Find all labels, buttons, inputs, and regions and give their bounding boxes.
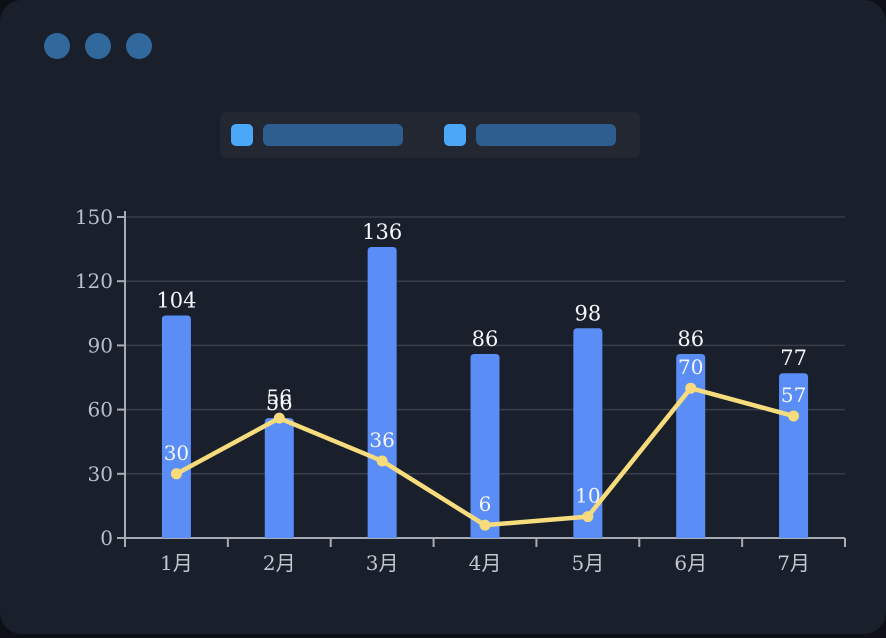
line-value-label: 6	[479, 492, 492, 516]
window-dot-icon[interactable]	[85, 33, 111, 59]
line-value-label: 57	[781, 383, 806, 407]
bar-3月	[367, 246, 397, 538]
line-value-label: 10	[575, 484, 600, 508]
y-axis-label: 60	[88, 398, 113, 422]
x-axis-category-label: 4月	[469, 551, 502, 575]
line-value-label: 56	[267, 385, 292, 409]
y-axis-label: 0	[100, 526, 113, 550]
bar-6月	[676, 353, 706, 538]
window-dot-icon[interactable]	[126, 33, 152, 59]
bar-value-label: 56	[266, 391, 293, 415]
bar-value-label: 104	[156, 288, 196, 312]
line-point-6月	[685, 382, 697, 394]
line-point-1月	[170, 468, 182, 480]
legend-swatch-icon	[231, 124, 253, 146]
x-axis-category-label: 6月	[674, 551, 707, 575]
x-axis-category-label: 7月	[777, 551, 810, 575]
bar-value-label: 86	[472, 327, 499, 351]
bar-value-label: 77	[780, 346, 807, 370]
y-axis-label: 90	[88, 333, 113, 357]
bar-5月	[573, 328, 603, 538]
line-value-label: 70	[678, 355, 703, 379]
window-dot-icon[interactable]	[44, 33, 70, 59]
y-axis-label: 120	[75, 269, 113, 293]
line-point-5月	[582, 511, 594, 523]
legend-label-placeholder	[476, 124, 616, 146]
x-axis-category-label: 2月	[263, 551, 296, 575]
legend-item-bar-series[interactable]	[231, 124, 403, 146]
line-point-3月	[376, 455, 388, 467]
line-point-2月	[273, 412, 285, 424]
y-axis-label: 30	[88, 462, 113, 486]
bar-1月	[161, 315, 191, 538]
window-controls	[44, 33, 152, 59]
line-point-4月	[479, 519, 491, 531]
bar-2月	[264, 418, 294, 538]
legend-swatch-icon	[444, 124, 466, 146]
y-axis-label: 150	[75, 205, 113, 229]
legend-item-line-series[interactable]	[444, 124, 616, 146]
x-axis-category-label: 1月	[160, 551, 193, 575]
bar-4月	[470, 353, 500, 538]
bar-value-label: 98	[574, 301, 601, 325]
chart-legend	[220, 112, 640, 158]
line-value-label: 30	[164, 441, 189, 465]
line-value-label: 36	[369, 428, 394, 452]
line-point-7月	[788, 410, 800, 422]
x-axis-category-label: 5月	[571, 551, 604, 575]
bar-value-label: 86	[677, 327, 704, 351]
legend-label-placeholder	[263, 124, 403, 146]
x-axis-category-label: 3月	[366, 551, 399, 575]
bar-value-label: 136	[362, 220, 402, 244]
